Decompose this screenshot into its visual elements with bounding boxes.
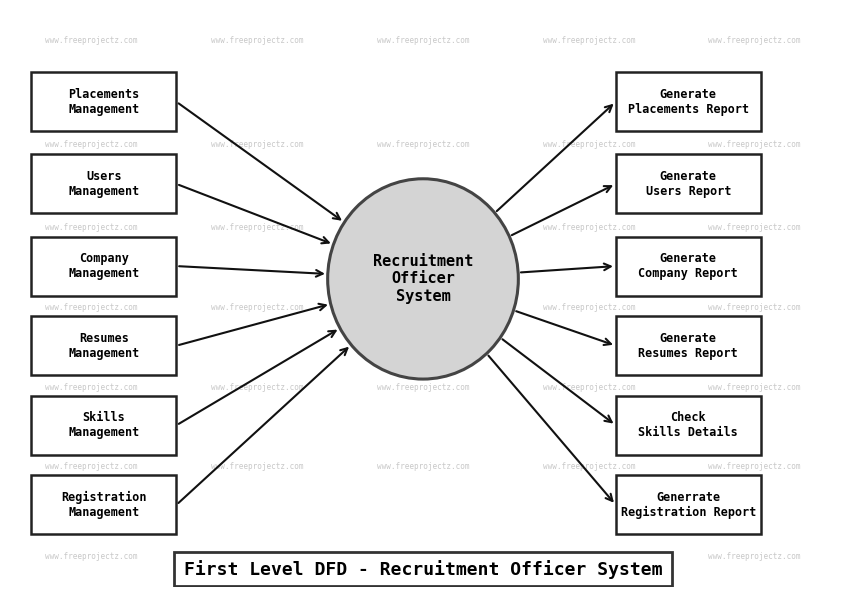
Text: www.freeprojectz.com: www.freeprojectz.com bbox=[45, 383, 138, 393]
Text: Generate
Company Report: Generate Company Report bbox=[639, 252, 739, 280]
Text: www.freeprojectz.com: www.freeprojectz.com bbox=[211, 223, 304, 232]
Text: Generrate
Registration Report: Generrate Registration Report bbox=[621, 491, 756, 519]
Text: www.freeprojectz.com: www.freeprojectz.com bbox=[708, 462, 801, 471]
FancyBboxPatch shape bbox=[616, 154, 761, 213]
Text: www.freeprojectz.com: www.freeprojectz.com bbox=[542, 462, 635, 471]
FancyBboxPatch shape bbox=[616, 237, 761, 296]
Text: www.freeprojectz.com: www.freeprojectz.com bbox=[708, 383, 801, 393]
FancyBboxPatch shape bbox=[31, 476, 176, 534]
Text: www.freeprojectz.com: www.freeprojectz.com bbox=[376, 302, 470, 312]
Text: www.freeprojectz.com: www.freeprojectz.com bbox=[542, 36, 635, 44]
FancyBboxPatch shape bbox=[31, 154, 176, 213]
Text: www.freeprojectz.com: www.freeprojectz.com bbox=[376, 462, 470, 471]
Text: Users
Management: Users Management bbox=[69, 170, 140, 198]
Text: www.freeprojectz.com: www.freeprojectz.com bbox=[211, 551, 304, 561]
Text: www.freeprojectz.com: www.freeprojectz.com bbox=[376, 551, 470, 561]
Text: www.freeprojectz.com: www.freeprojectz.com bbox=[708, 551, 801, 561]
Text: www.freeprojectz.com: www.freeprojectz.com bbox=[45, 140, 138, 149]
Text: www.freeprojectz.com: www.freeprojectz.com bbox=[542, 551, 635, 561]
FancyBboxPatch shape bbox=[31, 396, 176, 455]
Text: www.freeprojectz.com: www.freeprojectz.com bbox=[708, 36, 801, 44]
Text: www.freeprojectz.com: www.freeprojectz.com bbox=[45, 551, 138, 561]
Text: www.freeprojectz.com: www.freeprojectz.com bbox=[376, 36, 470, 44]
Text: Recruitment
Officer
System: Recruitment Officer System bbox=[373, 254, 473, 304]
Text: Check
Skills Details: Check Skills Details bbox=[639, 412, 739, 439]
Text: Skills
Management: Skills Management bbox=[69, 412, 140, 439]
Text: www.freeprojectz.com: www.freeprojectz.com bbox=[211, 36, 304, 44]
FancyBboxPatch shape bbox=[31, 72, 176, 131]
Text: www.freeprojectz.com: www.freeprojectz.com bbox=[211, 140, 304, 149]
Ellipse shape bbox=[327, 178, 519, 379]
Text: www.freeprojectz.com: www.freeprojectz.com bbox=[211, 383, 304, 393]
Text: www.freeprojectz.com: www.freeprojectz.com bbox=[542, 140, 635, 149]
Text: www.freeprojectz.com: www.freeprojectz.com bbox=[542, 223, 635, 232]
FancyBboxPatch shape bbox=[616, 72, 761, 131]
Text: www.freeprojectz.com: www.freeprojectz.com bbox=[708, 140, 801, 149]
Text: www.freeprojectz.com: www.freeprojectz.com bbox=[376, 223, 470, 232]
Text: www.freeprojectz.com: www.freeprojectz.com bbox=[542, 302, 635, 312]
FancyBboxPatch shape bbox=[616, 476, 761, 534]
Text: www.freeprojectz.com: www.freeprojectz.com bbox=[45, 462, 138, 471]
Text: www.freeprojectz.com: www.freeprojectz.com bbox=[542, 383, 635, 393]
Text: Company
Management: Company Management bbox=[69, 252, 140, 280]
Text: www.freeprojectz.com: www.freeprojectz.com bbox=[45, 36, 138, 44]
Text: www.freeprojectz.com: www.freeprojectz.com bbox=[376, 140, 470, 149]
FancyBboxPatch shape bbox=[616, 316, 761, 375]
Text: www.freeprojectz.com: www.freeprojectz.com bbox=[211, 462, 304, 471]
Text: Generate
Users Report: Generate Users Report bbox=[645, 170, 731, 198]
Text: Generate
Resumes Report: Generate Resumes Report bbox=[639, 331, 739, 360]
Text: Placements
Management: Placements Management bbox=[69, 88, 140, 116]
Text: www.freeprojectz.com: www.freeprojectz.com bbox=[376, 383, 470, 393]
Text: Generate
Placements Report: Generate Placements Report bbox=[628, 88, 749, 116]
Text: Resumes
Management: Resumes Management bbox=[69, 331, 140, 360]
Text: www.freeprojectz.com: www.freeprojectz.com bbox=[45, 302, 138, 312]
Text: www.freeprojectz.com: www.freeprojectz.com bbox=[708, 302, 801, 312]
Text: First Level DFD - Recruitment Officer System: First Level DFD - Recruitment Officer Sy… bbox=[184, 560, 662, 579]
FancyBboxPatch shape bbox=[31, 316, 176, 375]
Text: Registration
Management: Registration Management bbox=[61, 491, 146, 519]
Text: www.freeprojectz.com: www.freeprojectz.com bbox=[211, 302, 304, 312]
Text: www.freeprojectz.com: www.freeprojectz.com bbox=[708, 223, 801, 232]
FancyBboxPatch shape bbox=[31, 237, 176, 296]
FancyBboxPatch shape bbox=[174, 553, 672, 586]
FancyBboxPatch shape bbox=[616, 396, 761, 455]
Text: www.freeprojectz.com: www.freeprojectz.com bbox=[45, 223, 138, 232]
